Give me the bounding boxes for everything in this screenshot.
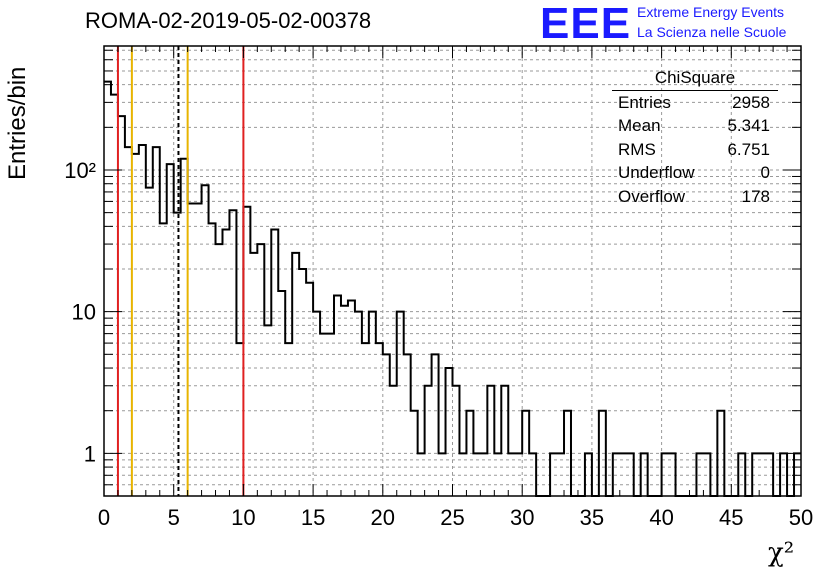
x-tick-label: 25 — [440, 505, 464, 530]
logo-line-2: La Scienza nelle Scuole — [637, 24, 787, 40]
stats-label: Mean — [618, 116, 661, 136]
x-axis-label: χ² — [768, 538, 795, 568]
stats-row: Overflow 178 — [612, 185, 778, 208]
x-tick-label: 15 — [301, 505, 325, 530]
stats-label: Overflow — [618, 186, 686, 206]
stats-title: ChiSquare — [612, 68, 778, 91]
stats-row: Mean 5.341 — [612, 114, 778, 137]
histogram-series — [104, 80, 801, 497]
x-tick-label: 30 — [510, 505, 534, 530]
x-tick-label: 10 — [231, 505, 255, 530]
stats-label: RMS — [618, 139, 656, 159]
stats-label: Entries — [618, 93, 671, 112]
x-tick-label: 20 — [371, 505, 395, 530]
stats-value: 0 — [760, 163, 770, 183]
logo-line-1: Extreme Energy Events — [637, 4, 785, 20]
x-tick-label: 40 — [649, 505, 673, 530]
stats-value: 5.341 — [727, 116, 770, 136]
y-tick-label: 10² — [64, 158, 96, 183]
x-tick-label: 50 — [789, 505, 813, 530]
y-axis-label: Entries/bin — [4, 66, 31, 180]
x-tick-label: 5 — [168, 505, 180, 530]
x-tick-label: 35 — [580, 505, 604, 530]
x-tick-label: 0 — [98, 505, 110, 530]
stats-box: ChiSquare Entries 2958 Mean 5.341 RMS 6.751… — [612, 68, 778, 208]
stats-label: Underflow — [618, 163, 695, 183]
stats-value: 2958 — [732, 93, 770, 112]
stats-value: 6.751 — [727, 139, 770, 159]
x-tick-label: 45 — [719, 505, 743, 530]
y-tick-label: 1 — [84, 441, 96, 466]
eee-logo: EEE — [540, 0, 632, 48]
y-tick-label: 10 — [72, 300, 96, 325]
chart-title: ROMA-02-2019-05-02-00378 — [85, 8, 372, 33]
stats-row: RMS 6.751 — [612, 138, 778, 161]
stats-row: Underflow 0 — [612, 161, 778, 184]
stats-row: Entries 2958 — [612, 91, 778, 114]
stats-value: 178 — [741, 186, 770, 206]
